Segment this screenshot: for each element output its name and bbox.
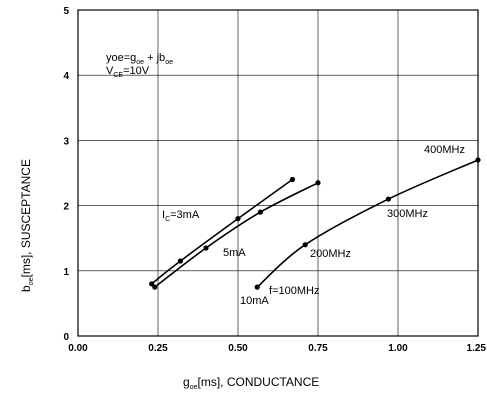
annotation-5ma: 5mA [223, 247, 246, 259]
annotation-f100mhz: f=100MHz [269, 285, 319, 297]
data-point [385, 196, 391, 202]
series-line-2 [154, 182, 319, 288]
x-ticks: 0.00 0.25 0.50 0.75 1.00 1.25 [68, 343, 486, 354]
x-tick-label: 1.00 [388, 343, 408, 354]
formula-line-2: VCE=10V [106, 65, 150, 79]
x-tick-label: 1.25 [467, 343, 487, 354]
data-point [315, 180, 321, 186]
y-tick-label: 1 [63, 267, 69, 278]
annotation-300mhz: 300MHz [387, 208, 428, 220]
y-tick-label: 5 [63, 6, 69, 17]
y-tick-label: 0 [63, 332, 69, 343]
x-tick-label: 0.00 [68, 343, 88, 354]
y-ticks: 0 1 2 3 4 5 [63, 6, 69, 343]
x-tick-label: 0.50 [228, 343, 248, 354]
plot-frame [77, 9, 479, 337]
data-point [235, 216, 241, 222]
grid [78, 10, 478, 336]
data-point [149, 281, 155, 287]
data-point [289, 176, 295, 183]
series-line-1 [151, 178, 293, 285]
series-line-3 [256, 159, 479, 288]
data-point [177, 258, 183, 264]
data-point [203, 245, 209, 251]
data-point [254, 284, 260, 290]
formula-box: yoe=goe + jboe VCE=10V [106, 52, 173, 79]
x-axis-label: goe[ms], CONDUCTANCE [183, 375, 319, 391]
y-tick-label: 2 [63, 202, 69, 213]
data-point [257, 209, 263, 215]
x-tick-label: 0.75 [308, 343, 328, 354]
data-point [475, 157, 481, 163]
annotation-ic-3ma: IC=3mA [162, 209, 200, 223]
x-tick-label: 0.25 [148, 343, 168, 354]
series-group [149, 157, 481, 290]
annotation-200mhz: 200MHz [310, 248, 351, 260]
y-tick-label: 3 [63, 136, 69, 147]
data-point [152, 284, 158, 290]
annotation-10ma: 10mA [240, 295, 269, 307]
formula-line-1: yoe=goe + jboe [106, 52, 173, 66]
annotation-400mhz: 400MHz [424, 144, 465, 156]
y-tick-label: 4 [63, 71, 69, 82]
y-axis-label: boe[ms], SUSCEPTANCE [19, 159, 35, 292]
data-point [302, 242, 308, 248]
